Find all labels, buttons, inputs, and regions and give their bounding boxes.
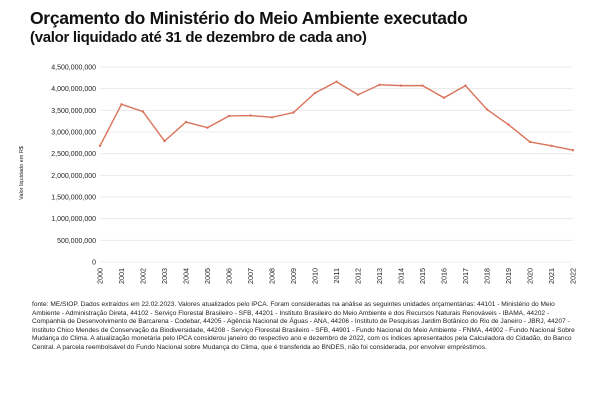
data-point-2008 xyxy=(270,116,274,119)
x-tick-label: 2012 xyxy=(354,268,363,284)
data-point-2004 xyxy=(184,120,188,124)
y-tick-label: 3,500,000,000 xyxy=(51,108,96,115)
x-tick-label: 2007 xyxy=(246,268,255,284)
x-tick-label: 2019 xyxy=(504,268,513,284)
y-tick-label: 2,500,000,000 xyxy=(51,151,96,158)
data-point-2001 xyxy=(120,103,123,106)
data-point-2000 xyxy=(98,144,102,148)
data-point-2015 xyxy=(421,84,424,87)
x-tick-label: 2015 xyxy=(418,268,427,284)
data-point-2006 xyxy=(227,114,231,118)
data-point-2011 xyxy=(335,80,338,83)
x-tick-label: 2020 xyxy=(526,268,535,284)
data-point-2018 xyxy=(485,108,489,111)
y-tick-label: 4,000,000,000 xyxy=(51,86,96,93)
data-point-2007 xyxy=(249,114,252,117)
y-tick-label: 2,000,000,000 xyxy=(51,173,96,180)
x-tick-label: 2021 xyxy=(547,268,556,284)
data-points xyxy=(98,80,575,152)
data-point-2019 xyxy=(507,123,510,126)
x-tick-label: 2014 xyxy=(397,268,406,284)
x-tick-label: 2003 xyxy=(160,268,169,284)
y-tick-label: 0 xyxy=(92,260,96,267)
data-point-2010 xyxy=(313,91,317,95)
x-tick-label: 2013 xyxy=(375,268,384,284)
line-chart: 0 500,000,000 1,000,000,000 1,500,000,000 2,… xyxy=(19,65,578,285)
y-tick-label: 1,500,000,000 xyxy=(51,195,96,202)
x-tick-label: 2001 xyxy=(117,268,126,284)
x-tick-label: 2017 xyxy=(461,268,470,284)
data-point-2014 xyxy=(399,84,403,87)
x-tick-label: 2018 xyxy=(483,268,492,284)
y-axis-label: Valor liquidado em R$ xyxy=(19,146,25,200)
y-tick-label: 3,000,000,000 xyxy=(51,130,96,137)
source-note: fonte: ME/SIOP. Dados extraídos em 22.02… xyxy=(32,301,575,351)
data-point-2013 xyxy=(378,83,381,86)
y-axis-ticks: 0 500,000,000 1,000,000,000 1,500,000,000 2,… xyxy=(51,65,96,267)
y-tick-label: 4,500,000,000 xyxy=(51,65,96,72)
y-tick-label: 1,000,000,000 xyxy=(51,216,96,223)
x-tick-label: 2004 xyxy=(182,268,191,284)
x-tick-label: 2002 xyxy=(139,268,148,284)
x-tick-label: 2016 xyxy=(440,268,449,284)
data-point-2005 xyxy=(206,126,209,129)
x-tick-label: 2011 xyxy=(332,268,341,283)
data-point-2020 xyxy=(528,140,532,144)
series-line xyxy=(99,80,574,151)
chart-subtitle: (valor liquidado até 31 de dezembro de c… xyxy=(30,29,367,46)
data-point-2016 xyxy=(442,96,446,99)
x-tick-label: 2010 xyxy=(311,268,320,284)
x-axis-ticks: 2000 2001 2002 2003 2004 2005 2006 2007 2008 2009… xyxy=(96,268,578,284)
x-tick-label: 2008 xyxy=(268,268,277,284)
x-tick-label: 2000 xyxy=(96,268,105,284)
data-point-2002 xyxy=(141,110,145,113)
x-tick-label: 2006 xyxy=(225,268,234,284)
data-point-2012 xyxy=(356,93,360,96)
data-point-2003 xyxy=(163,139,166,143)
x-tick-label: 2022 xyxy=(569,268,578,284)
y-tick-label: 500,000,000 xyxy=(57,238,96,245)
data-point-2022 xyxy=(571,149,575,152)
x-tick-label: 2009 xyxy=(289,268,298,284)
grid-lines xyxy=(100,66,573,263)
data-point-2009 xyxy=(292,111,295,114)
x-tick-label: 2005 xyxy=(203,268,212,284)
chart-title: Orçamento do Ministério do Meio Ambiente… xyxy=(30,8,468,28)
data-point-2017 xyxy=(464,84,467,87)
data-point-2021 xyxy=(550,144,553,148)
